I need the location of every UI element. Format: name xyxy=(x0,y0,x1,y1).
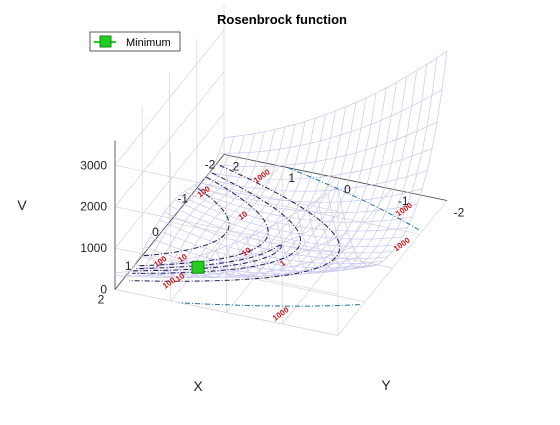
contour-line xyxy=(129,165,341,282)
x-tick-label: 0 xyxy=(152,225,159,239)
x-axis-label: X xyxy=(193,378,203,394)
y-tick-label: 1 xyxy=(288,171,295,185)
surface-mesh-line xyxy=(185,124,296,279)
x-tick-label: -2 xyxy=(205,158,216,172)
contour-line xyxy=(134,244,282,270)
y-axis-line xyxy=(223,154,448,201)
y-axis-label: Y xyxy=(381,377,391,393)
chart-title: Rosenbrock function xyxy=(217,12,347,27)
surface-mesh-line xyxy=(155,131,265,278)
surface-mesh-line xyxy=(159,219,383,265)
minimum-marker-group xyxy=(191,260,205,274)
surface-mesh-line xyxy=(144,246,368,275)
minimum-marker xyxy=(191,260,205,274)
y-tick-label: -2 xyxy=(454,206,465,220)
contour-line xyxy=(132,244,283,272)
z-tick-label: 3000 xyxy=(80,158,107,172)
grid-line xyxy=(170,165,281,302)
x-tick-label: 1 xyxy=(125,259,132,273)
z-tick-label: 0 xyxy=(100,283,107,297)
surface-mesh-line xyxy=(297,76,407,273)
y-tick-label: 0 xyxy=(344,183,351,197)
z-tick-label: 1000 xyxy=(80,241,107,255)
z-axis-label: V xyxy=(17,197,27,213)
contour-label: 10 xyxy=(237,209,250,222)
y-tick-label: -1 xyxy=(398,194,409,208)
surface-mesh-line xyxy=(145,133,255,278)
surface-mesh-line xyxy=(129,246,354,279)
surface-mesh-line xyxy=(219,89,443,154)
surface-mesh-line xyxy=(114,137,225,277)
contour-lines xyxy=(129,165,420,307)
contour-line xyxy=(132,172,302,274)
legend-label: Minimum xyxy=(126,37,171,49)
y-tick-label: 2 xyxy=(233,160,240,174)
legend-box xyxy=(89,31,181,52)
contour-label: 1000 xyxy=(252,167,272,185)
surface-mesh-line xyxy=(149,237,373,272)
legend-marker-icon xyxy=(99,35,112,48)
contour-label: 1000 xyxy=(392,235,412,253)
contour-label: 1000 xyxy=(271,305,291,323)
contour-line xyxy=(142,188,230,257)
contour-line xyxy=(179,302,360,307)
surface-mesh-line xyxy=(139,255,363,277)
surface-mesh-line xyxy=(286,82,397,274)
x-tick-label: 2 xyxy=(98,293,105,307)
surface-mesh-line xyxy=(165,129,276,278)
surface-mesh-line xyxy=(124,232,349,278)
contour-line xyxy=(287,167,420,231)
contour-label: 1 xyxy=(278,258,287,268)
legend[interactable]: Minimum xyxy=(89,31,181,52)
surface-mesh-line xyxy=(114,186,339,274)
z-tick-label: 2000 xyxy=(80,200,107,214)
x-tick-label: -1 xyxy=(177,191,188,205)
contour-label: 10 xyxy=(240,245,253,258)
